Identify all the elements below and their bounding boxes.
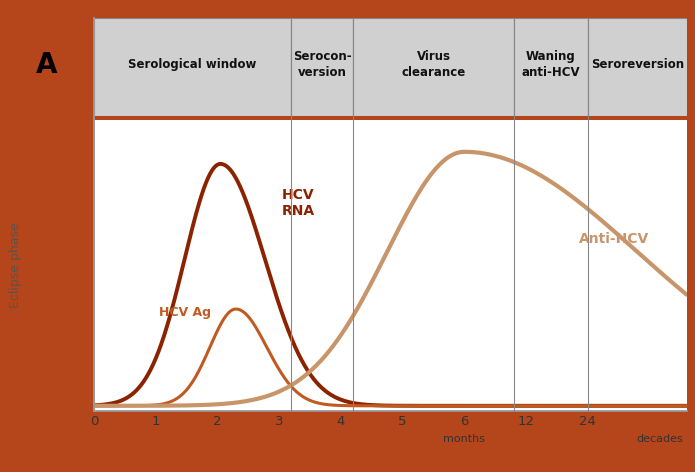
Text: Virus
clearance: Virus clearance xyxy=(401,51,466,79)
Text: HCV Ag: HCV Ag xyxy=(158,306,211,319)
Bar xyxy=(291,18,353,116)
Text: Seroreversion: Seroreversion xyxy=(591,59,684,71)
Bar xyxy=(514,18,588,116)
Text: Eclipse phase: Eclipse phase xyxy=(9,223,22,308)
Text: Waning
anti-HCV: Waning anti-HCV xyxy=(521,51,580,79)
Bar xyxy=(353,18,514,116)
Text: decades: decades xyxy=(637,434,684,444)
Text: Anti-HCV: Anti-HCV xyxy=(579,232,649,245)
Text: months: months xyxy=(443,434,485,444)
Bar xyxy=(94,18,291,116)
Text: A: A xyxy=(36,51,58,79)
Text: Serological window: Serological window xyxy=(129,59,257,71)
Text: Serocon-
version: Serocon- version xyxy=(293,51,352,79)
Bar xyxy=(588,18,687,116)
Text: HCV
RNA: HCV RNA xyxy=(282,188,316,218)
